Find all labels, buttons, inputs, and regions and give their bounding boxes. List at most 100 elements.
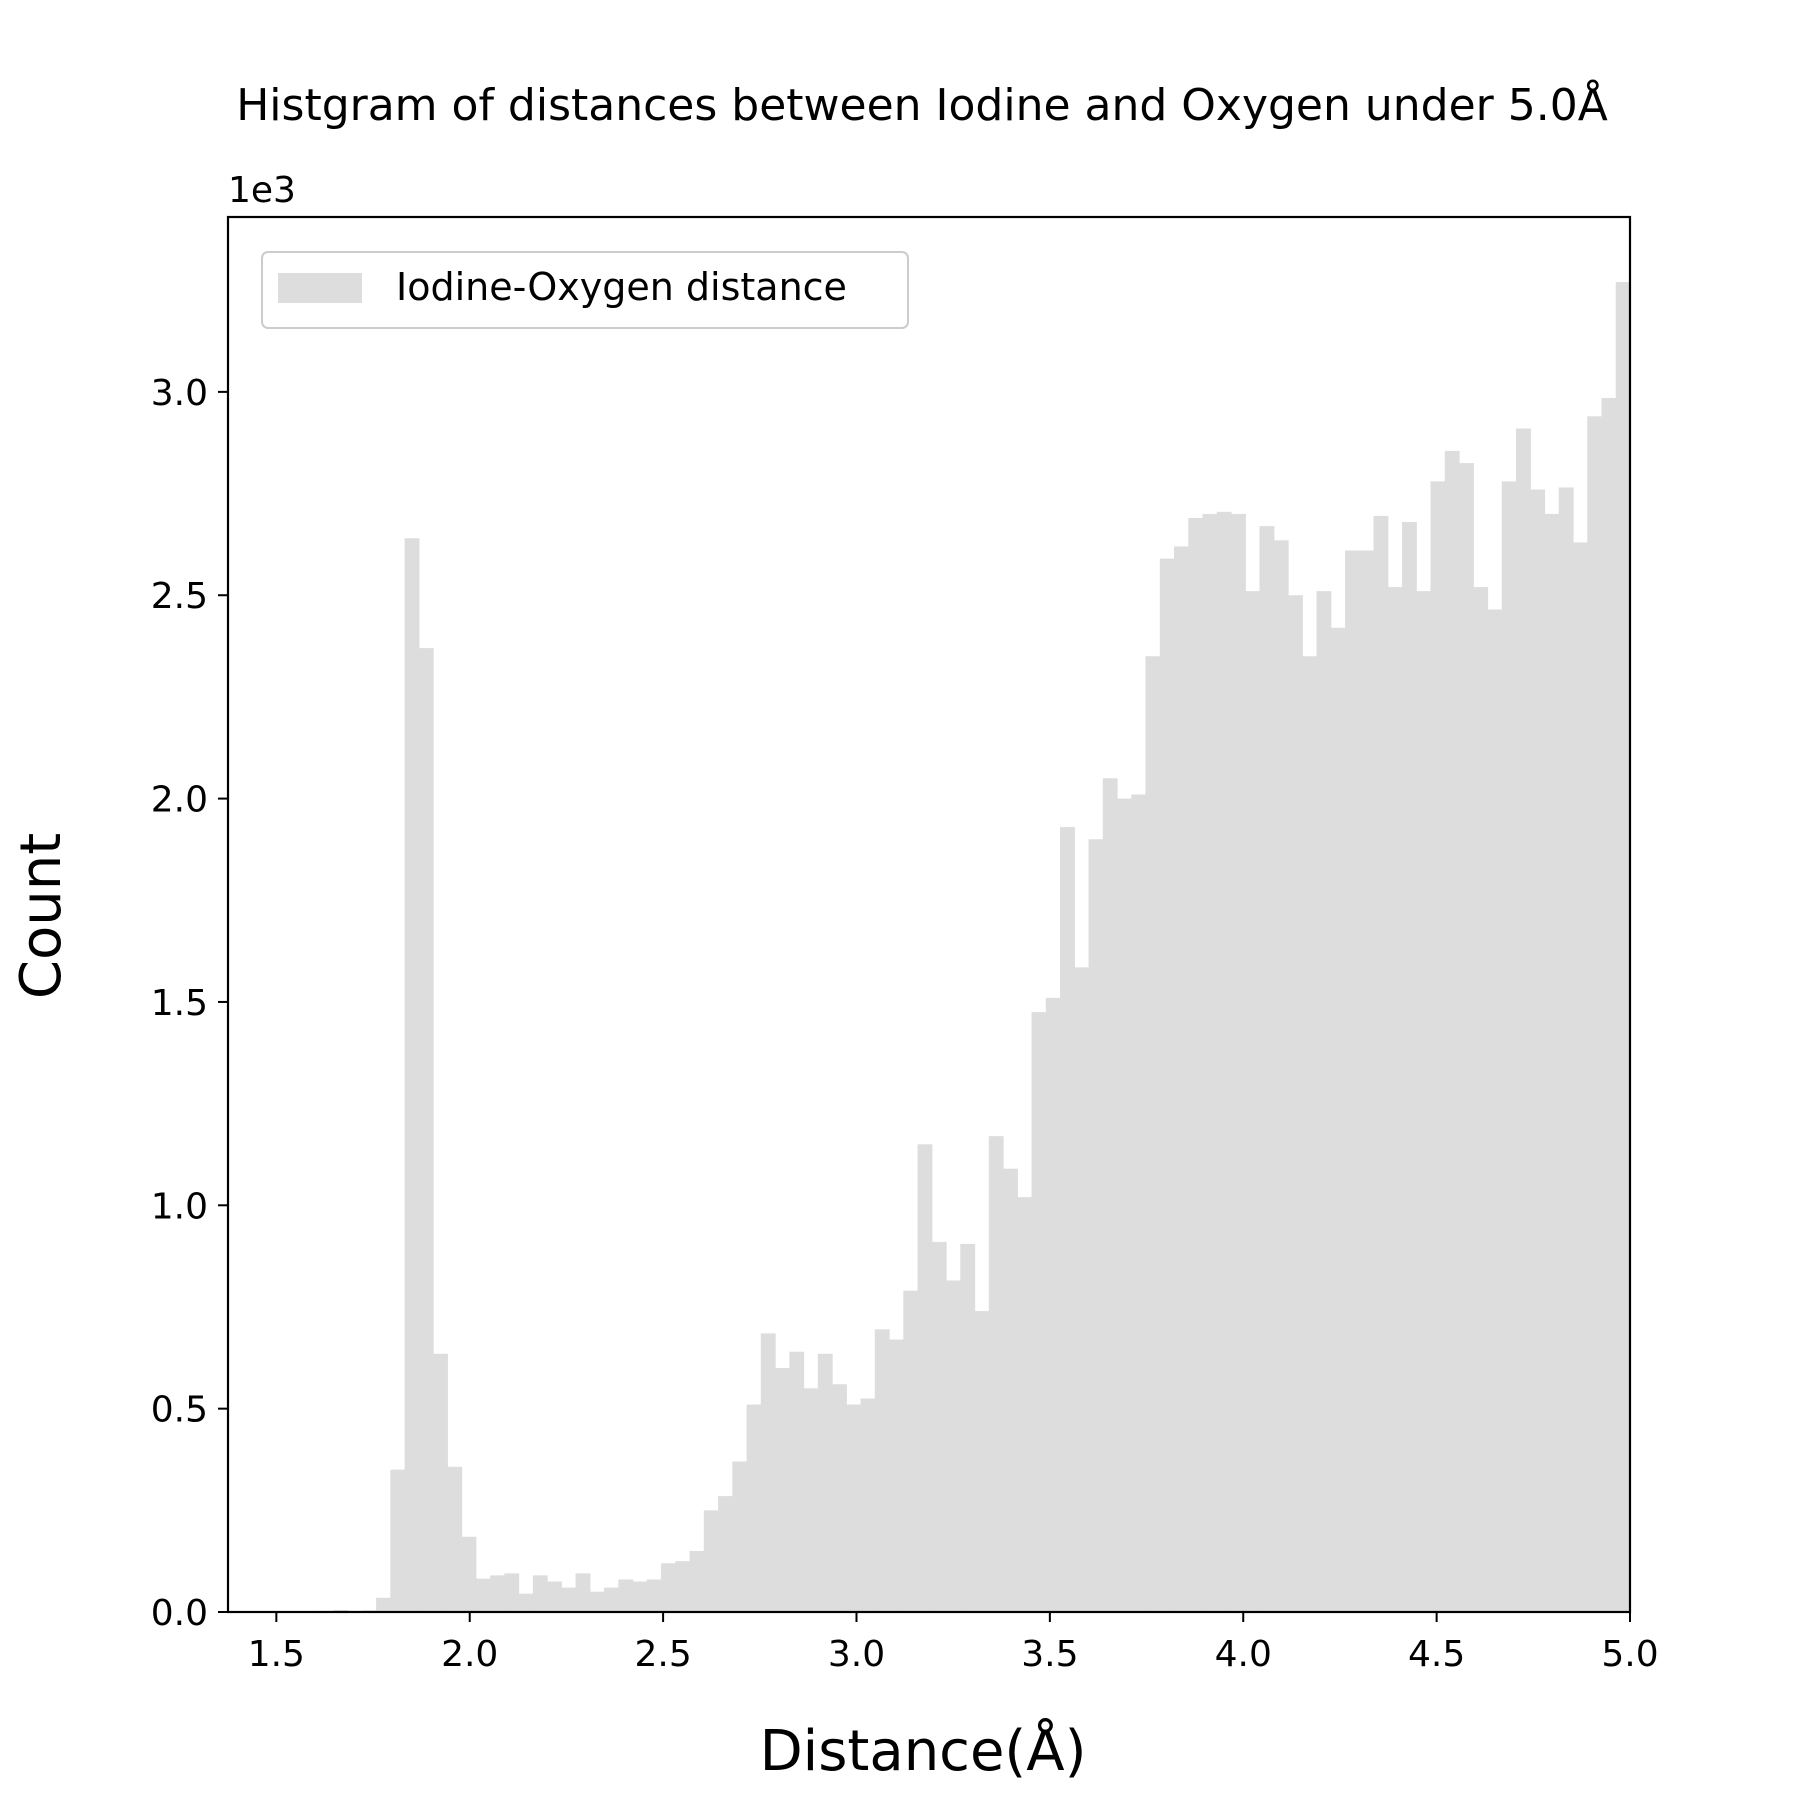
histogram-bar xyxy=(575,1573,591,1612)
histogram-bar xyxy=(532,1575,548,1612)
histogram-bar xyxy=(903,1290,919,1612)
x-tick-label: 5.0 xyxy=(1601,1634,1658,1675)
histogram-bar xyxy=(732,1461,748,1612)
x-tick-label: 2.5 xyxy=(634,1634,691,1675)
histogram-bars xyxy=(276,282,1631,1613)
histogram-bar xyxy=(1516,428,1531,1612)
histogram-bar xyxy=(1159,558,1175,1612)
histogram-bar xyxy=(860,1398,876,1612)
histogram-bar xyxy=(974,1311,990,1612)
histogram-bar xyxy=(675,1561,691,1612)
histogram-bar xyxy=(646,1579,662,1612)
histogram-bar xyxy=(1587,416,1603,1612)
x-axis-label: Distance(Å) xyxy=(760,1718,1087,1784)
histogram-bar xyxy=(1074,967,1090,1612)
x-axis-ticks: 1.5 2.0 2.5 3.0 3.5 4.0 4.5 5.0 xyxy=(248,1612,1659,1675)
y-tick-label: 0.5 xyxy=(151,1390,208,1431)
histogram-bar xyxy=(1373,515,1389,1613)
histogram-bar xyxy=(589,1591,605,1612)
histogram-bar xyxy=(1544,513,1560,1612)
histogram-bar xyxy=(1117,798,1132,1612)
histogram-bar xyxy=(418,648,434,1612)
histogram-bar xyxy=(1245,591,1261,1612)
histogram-bar xyxy=(1174,546,1189,1613)
histogram-bar xyxy=(1530,489,1546,1612)
y-tick-label: 2.0 xyxy=(151,780,208,821)
histogram-bar xyxy=(461,1536,477,1612)
histogram-bar xyxy=(1444,450,1460,1612)
histogram-bar xyxy=(547,1581,562,1612)
histogram-bar xyxy=(1288,595,1303,1612)
histogram-bar xyxy=(1259,526,1275,1612)
histogram-bar xyxy=(1231,513,1246,1612)
legend-box xyxy=(261,251,909,329)
y-tick-label: 3.0 xyxy=(151,373,208,414)
x-tick-label: 1.5 xyxy=(248,1634,305,1675)
histogram-bar xyxy=(1615,282,1631,1612)
histogram-bar xyxy=(1573,542,1588,1612)
y-axis-ticks: 0.0 0.5 1.0 1.5 2.0 2.5 3.0 xyxy=(151,373,228,1634)
legend-label: Iodine-Oxygen distance xyxy=(396,265,847,309)
histogram-bar xyxy=(475,1578,491,1612)
histogram-bar xyxy=(404,538,420,1612)
histogram-bar xyxy=(1416,591,1432,1612)
histogram-bar xyxy=(1402,522,1417,1612)
x-tick-label: 3.0 xyxy=(828,1634,885,1675)
histogram-bar xyxy=(1017,1197,1033,1612)
histogram-bar xyxy=(661,1563,676,1612)
histogram-bar xyxy=(561,1587,577,1612)
histogram-bar xyxy=(518,1593,534,1612)
histogram-bar xyxy=(1145,656,1161,1612)
x-tick-label: 2.0 xyxy=(441,1634,498,1675)
histogram-bar xyxy=(817,1353,833,1612)
histogram-bar xyxy=(1188,517,1204,1613)
chart-title: Histgram of distances between Iodine and… xyxy=(236,78,1608,131)
histogram-bar xyxy=(1330,627,1346,1612)
histogram-bar xyxy=(803,1388,819,1612)
histogram-bar xyxy=(775,1367,790,1612)
histogram-bar xyxy=(917,1144,933,1612)
histogram-bar xyxy=(618,1579,634,1612)
histogram-bar xyxy=(960,1243,976,1612)
y-tick-label: 1.5 xyxy=(151,983,208,1024)
histogram-bar xyxy=(1102,778,1118,1612)
histogram-bar xyxy=(874,1329,890,1612)
histogram-bar xyxy=(1459,463,1474,1612)
histogram-bar xyxy=(1387,587,1403,1612)
histogram-bar xyxy=(433,1353,448,1612)
histogram-bar xyxy=(988,1136,1004,1612)
legend: Iodine-Oxygen distance xyxy=(261,251,909,329)
y-tick-label: 0.0 xyxy=(151,1593,208,1634)
histogram-bar xyxy=(1088,839,1104,1612)
histogram-bar xyxy=(760,1333,776,1612)
legend-swatch xyxy=(278,273,362,303)
x-tick-label: 3.5 xyxy=(1021,1634,1078,1675)
histogram-bar xyxy=(504,1573,520,1612)
y-axis-label: Count xyxy=(9,833,74,999)
histogram-bar xyxy=(390,1469,406,1612)
histogram-bar xyxy=(1031,1012,1047,1612)
histogram-bar xyxy=(1487,609,1503,1612)
histogram-bar xyxy=(1202,513,1218,1612)
histogram-bar xyxy=(889,1339,904,1612)
histogram-bar xyxy=(1316,591,1332,1612)
histogram-bar xyxy=(604,1587,619,1612)
histogram-bar xyxy=(1273,540,1289,1612)
histogram-bar xyxy=(832,1384,847,1612)
histogram-bar xyxy=(931,1241,947,1612)
histogram-bar xyxy=(490,1575,505,1612)
histogram-bar xyxy=(718,1496,733,1612)
plot-frame xyxy=(226,215,1632,1614)
histogram-bar xyxy=(1558,487,1574,1613)
histogram-bar xyxy=(946,1280,961,1612)
histogram-bar xyxy=(1430,481,1446,1612)
histogram-bar xyxy=(376,1597,391,1612)
histogram-bar xyxy=(1060,827,1075,1612)
histogram-bar xyxy=(1302,656,1318,1612)
histogram-bar xyxy=(632,1581,648,1612)
y-tick-label: 1.0 xyxy=(151,1186,208,1227)
histogram-bar xyxy=(1501,481,1517,1612)
histogram-bar xyxy=(1601,397,1617,1613)
histogram-bar xyxy=(1216,511,1232,1612)
